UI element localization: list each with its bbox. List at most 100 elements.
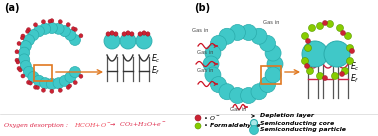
Circle shape	[104, 33, 120, 49]
Circle shape	[19, 47, 30, 58]
Circle shape	[302, 33, 308, 39]
Circle shape	[240, 24, 257, 41]
Text: Depletion layer: Depletion layer	[260, 114, 314, 118]
Circle shape	[74, 79, 78, 83]
Circle shape	[251, 120, 257, 126]
Circle shape	[17, 67, 21, 70]
Text: Oxygen desorption :: Oxygen desorption :	[4, 123, 70, 128]
Circle shape	[195, 123, 201, 129]
Circle shape	[17, 41, 21, 46]
Circle shape	[40, 23, 51, 34]
Circle shape	[50, 89, 54, 93]
Circle shape	[40, 78, 51, 89]
Text: $E_c$: $E_c$	[151, 53, 161, 65]
Circle shape	[307, 67, 313, 75]
Circle shape	[50, 19, 54, 23]
Circle shape	[58, 88, 62, 92]
Circle shape	[267, 56, 283, 72]
Circle shape	[59, 75, 70, 86]
Text: Gas in: Gas in	[263, 20, 279, 25]
Circle shape	[23, 76, 26, 79]
Circle shape	[344, 33, 352, 39]
Circle shape	[20, 60, 31, 71]
Text: $\rightarrow$  CO$_2$+H$_2$O+e$^-$: $\rightarrow$ CO$_2$+H$_2$O+e$^-$	[104, 120, 166, 129]
Circle shape	[265, 67, 281, 83]
Circle shape	[347, 44, 353, 52]
Circle shape	[260, 35, 276, 51]
Circle shape	[205, 67, 221, 83]
Circle shape	[305, 64, 310, 69]
Circle shape	[130, 32, 134, 36]
Circle shape	[322, 75, 327, 81]
Circle shape	[71, 27, 75, 30]
Circle shape	[46, 22, 57, 33]
Text: Semiconducting core: Semiconducting core	[260, 120, 334, 126]
Circle shape	[350, 49, 355, 53]
Circle shape	[17, 44, 21, 47]
Circle shape	[65, 72, 76, 83]
Text: Gas in: Gas in	[197, 68, 214, 73]
Circle shape	[211, 35, 226, 51]
Circle shape	[19, 54, 30, 65]
Circle shape	[70, 34, 81, 45]
Circle shape	[16, 60, 20, 64]
Circle shape	[322, 21, 327, 26]
Text: $E_f$: $E_f$	[350, 73, 359, 85]
Circle shape	[251, 28, 267, 44]
Circle shape	[260, 77, 276, 93]
Circle shape	[316, 72, 324, 80]
Circle shape	[305, 38, 310, 44]
Text: Gas in: Gas in	[192, 28, 208, 33]
Circle shape	[46, 78, 57, 89]
Circle shape	[302, 58, 308, 64]
Circle shape	[106, 32, 110, 36]
Circle shape	[21, 34, 25, 38]
Circle shape	[336, 24, 344, 32]
Text: $E_f$: $E_f$	[151, 65, 160, 77]
Circle shape	[251, 84, 267, 100]
Circle shape	[56, 20, 60, 24]
Circle shape	[324, 41, 350, 67]
Circle shape	[79, 74, 83, 78]
Circle shape	[28, 30, 39, 41]
Circle shape	[19, 68, 22, 72]
Circle shape	[70, 67, 81, 78]
Circle shape	[68, 84, 71, 88]
Circle shape	[341, 30, 345, 35]
Circle shape	[28, 71, 39, 82]
Text: HCOH+O$^-$: HCOH+O$^-$	[74, 121, 112, 129]
Circle shape	[114, 32, 118, 36]
Text: $\bullet$ $O^-$: $\bullet$ $O^-$	[203, 114, 220, 122]
Circle shape	[42, 88, 45, 92]
Circle shape	[33, 75, 45, 86]
Circle shape	[66, 85, 70, 89]
Circle shape	[73, 81, 77, 85]
Circle shape	[249, 126, 259, 135]
Circle shape	[219, 28, 235, 44]
Circle shape	[146, 32, 150, 36]
Circle shape	[21, 74, 25, 78]
Circle shape	[341, 67, 349, 75]
Circle shape	[26, 80, 31, 84]
Text: (b): (b)	[194, 3, 210, 13]
Circle shape	[347, 58, 353, 64]
Circle shape	[240, 87, 257, 103]
Circle shape	[305, 44, 311, 52]
Circle shape	[66, 23, 70, 27]
Circle shape	[316, 22, 324, 30]
Circle shape	[332, 72, 339, 80]
Circle shape	[205, 45, 221, 61]
Circle shape	[229, 24, 245, 41]
Circle shape	[142, 31, 146, 35]
Circle shape	[308, 24, 316, 32]
Text: Gas in: Gas in	[230, 107, 246, 112]
Circle shape	[122, 32, 126, 36]
Circle shape	[195, 115, 201, 121]
Circle shape	[34, 23, 37, 27]
Circle shape	[138, 32, 143, 36]
Circle shape	[136, 33, 152, 49]
Circle shape	[59, 26, 70, 37]
Circle shape	[53, 23, 64, 34]
Circle shape	[65, 29, 76, 40]
Circle shape	[327, 21, 333, 27]
